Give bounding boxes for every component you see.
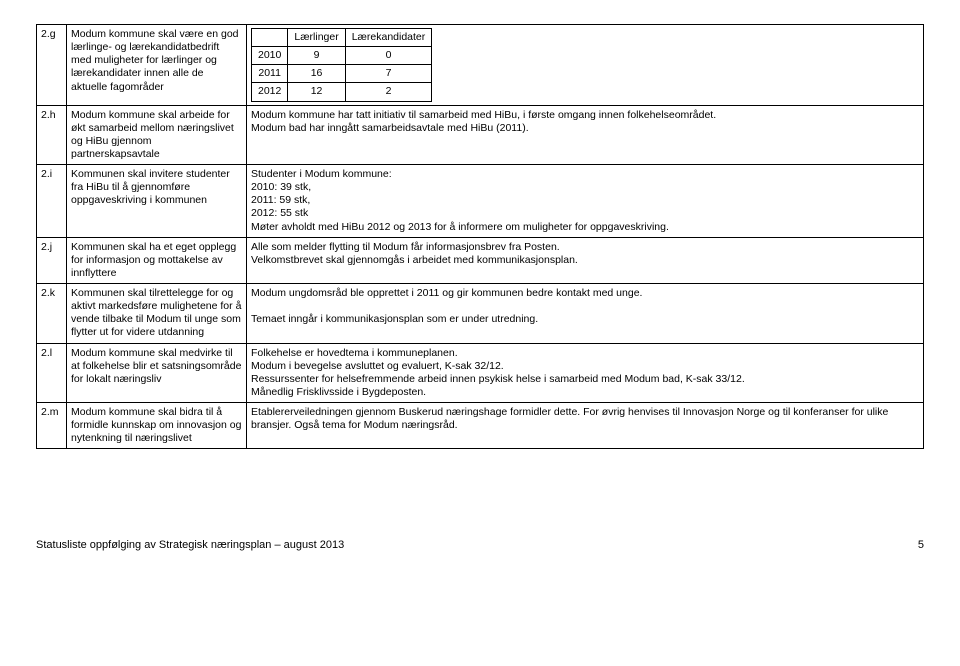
inner-cell: 7 <box>345 65 432 83</box>
row-status: LærlingerLærekandidater 201090 2011167 2012… <box>247 25 924 106</box>
table-row: 2.mModum kommune skal bidra til å formid… <box>37 403 924 449</box>
inner-cell: 2012 <box>252 83 288 101</box>
footer-left: Statusliste oppfølging av Strategisk nær… <box>36 539 344 551</box>
row-desc: Modum kommune skal medvirke til at folke… <box>67 343 247 403</box>
row-status: Modum kommune har tatt initiativ til sam… <box>247 105 924 165</box>
inner-header: Lærlinger <box>288 29 345 47</box>
inner-cell: 9 <box>288 47 345 65</box>
row-id: 2.j <box>37 237 67 283</box>
row-desc: Kommunen skal tilrettelegge for og aktiv… <box>67 284 247 344</box>
inner-header: Lærekandidater <box>345 29 432 47</box>
row-id: 2.m <box>37 403 67 449</box>
inner-cell: 0 <box>345 47 432 65</box>
inner-cell: 2010 <box>252 47 288 65</box>
table-row: 2.kKommunen skal tilrettelegge for og ak… <box>37 284 924 344</box>
row-id: 2.i <box>37 165 67 238</box>
table-row: 2.hModum kommune skal arbeide for økt sa… <box>37 105 924 165</box>
row-id: 2.l <box>37 343 67 403</box>
row-desc: Modum kommune skal arbeide for økt samar… <box>67 105 247 165</box>
row-desc: Modum kommune skal bidra til å formidle … <box>67 403 247 449</box>
row-status: Studenter i Modum kommune:2010: 39 stk,2… <box>247 165 924 238</box>
main-table: 2.gModum kommune skal være en god lærlin… <box>36 24 924 449</box>
inner-header <box>252 29 288 47</box>
table-row: 2.lModum kommune skal medvirke til at fo… <box>37 343 924 403</box>
inner-cell: 16 <box>288 65 345 83</box>
row-id: 2.h <box>37 105 67 165</box>
inner-cell: 2011 <box>252 65 288 83</box>
row-id: 2.g <box>37 25 67 106</box>
table-row: 2.iKommunen skal invitere studenter fra … <box>37 165 924 238</box>
row-status: Etablererveiledningen gjennom Buskerud n… <box>247 403 924 449</box>
table-row: 2.gModum kommune skal være en god lærlin… <box>37 25 924 106</box>
inner-table: LærlingerLærekandidater 201090 2011167 2012… <box>251 28 432 102</box>
inner-cell: 12 <box>288 83 345 101</box>
row-desc: Kommunen skal invitere studenter fra HiB… <box>67 165 247 238</box>
row-desc: Kommunen skal ha et eget opplegg for inf… <box>67 237 247 283</box>
row-status: Alle som melder flytting til Modum får i… <box>247 237 924 283</box>
inner-cell: 2 <box>345 83 432 101</box>
row-status: Folkehelse er hovedtema i kommuneplanen.… <box>247 343 924 403</box>
footer-page-number: 5 <box>918 539 924 551</box>
table-row: 2.jKommunen skal ha et eget opplegg for … <box>37 237 924 283</box>
row-status: Modum ungdomsråd ble opprettet i 2011 og… <box>247 284 924 344</box>
row-id: 2.k <box>37 284 67 344</box>
row-desc: Modum kommune skal være en god lærlinge-… <box>67 25 247 106</box>
page-footer: Statusliste oppfølging av Strategisk nær… <box>36 539 924 551</box>
